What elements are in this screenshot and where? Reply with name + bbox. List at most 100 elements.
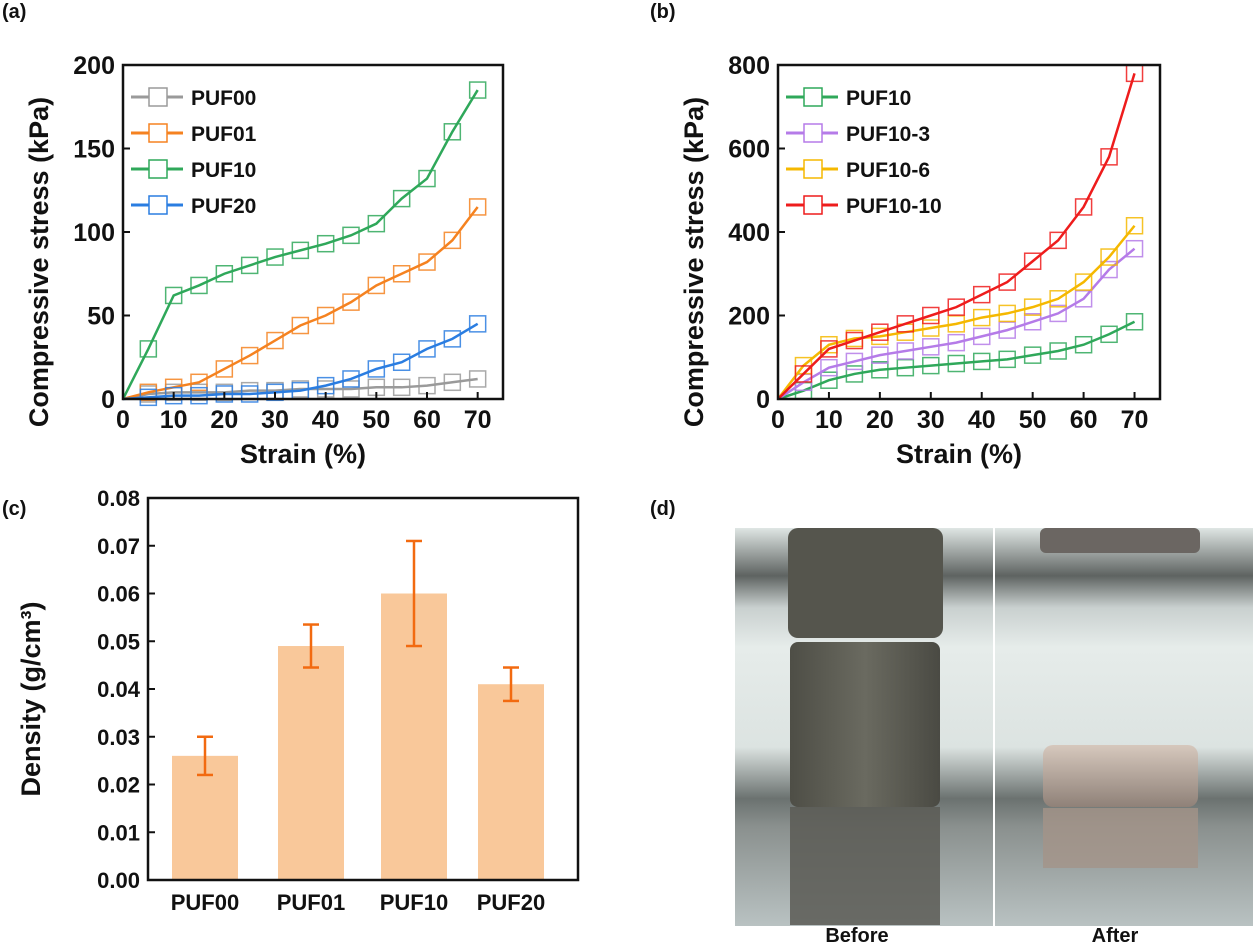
after-top-plate [1040,528,1200,553]
data-point [922,306,940,325]
x-tick-label: 20 [866,406,894,434]
data-point [291,316,310,335]
panel-label-d: (d) [650,498,676,520]
series-line-PUF10 [121,89,479,400]
data-point [392,353,411,372]
data-point [1023,346,1042,364]
data-point [342,293,360,311]
legend-marker [803,123,823,143]
series-line-PUF10-6 [777,224,1136,400]
data-point [1023,252,1042,270]
data-point [1100,325,1118,344]
data-point [896,315,915,333]
data-point [998,350,1016,369]
foam-reflection [790,807,940,925]
x-axis-label: Strain (%) [896,439,1022,469]
data-point [240,256,259,275]
data-point [215,360,234,378]
data-point [316,306,335,325]
data-point [240,346,259,365]
panel-label-c: (c) [2,498,26,520]
y-tick-label: 0.03 [97,725,140,750]
legend-label: PUF00 [191,87,256,110]
x-tick-label: PUF00 [171,890,239,915]
foam-after [1043,745,1198,807]
data-point [794,365,813,383]
x-tick-label: PUF20 [477,890,545,915]
data-point [164,386,183,405]
y-tick-label: 50 [87,303,115,331]
data-point [316,234,335,253]
data-point [871,361,889,379]
data-point [947,298,966,316]
bar-PUF20 [478,684,544,880]
data-point [1074,273,1093,291]
x-tick-label: 40 [968,406,996,434]
x-tick-label: 20 [210,406,238,434]
data-point [418,169,436,188]
photo-panel: Before After [735,528,1253,946]
data-point [443,330,462,348]
data-point [1049,304,1067,323]
foam-before [790,642,940,807]
data-point [820,358,838,377]
data-point [367,360,386,378]
data-point [1100,260,1118,279]
data-point [468,81,487,99]
data-point [468,370,487,388]
data-point [342,226,360,245]
y-tick-label: 0.07 [97,534,140,559]
y-tick-label: 0.05 [97,629,140,654]
y-tick-label: 600 [728,136,770,164]
y-tick-label: 100 [73,219,115,247]
data-point [443,373,462,392]
y-tick-label: 0 [756,386,770,414]
data-point [266,248,284,266]
data-point [1049,231,1067,250]
data-point [291,241,310,260]
x-tick-label: 0 [771,406,785,434]
x-tick-label: PUF01 [277,890,345,915]
y-tick-label: 800 [728,52,770,80]
panel-label-a: (a) [2,1,26,23]
legend-label: PUF10-10 [846,195,942,218]
legend-label: PUF01 [191,123,257,146]
data-point [972,327,991,346]
after-label: After [1092,925,1139,946]
data-point [1023,298,1042,316]
data-point [947,333,966,352]
x-tick-label: 10 [815,406,843,434]
legend-marker [803,159,823,179]
y-axis-label: Compressive stress (kPa) [679,97,709,427]
x-tick-label: 40 [312,406,340,434]
legend-label: PUF10 [846,87,911,110]
x-tick-label: 70 [1121,406,1149,434]
data-point [392,378,411,397]
data-point [972,308,991,327]
x-tick-label: PUF10 [380,890,448,915]
data-point [998,273,1016,291]
legend-marker [148,159,168,179]
legend-marker [148,87,168,107]
data-point [392,265,411,283]
data-point [845,331,864,350]
data-point [1125,313,1144,331]
x-tick-label: 30 [917,406,945,434]
data-point [845,352,864,371]
x-tick-label: 60 [1070,406,1098,434]
data-point [240,385,259,403]
legend-label: PUF10-3 [846,123,930,146]
data-point [190,276,208,295]
y-tick-label: 200 [728,303,770,331]
x-tick-label: 50 [362,406,390,434]
data-point [1049,290,1067,308]
panel-label-b: (b) [650,1,676,23]
axes-frame [776,63,1162,401]
data-point [972,285,991,304]
chart-a: PUF00 PUF01 PUF10 PUF20 0 10 20 30 40 50 60 70 0 50 10… [24,52,505,469]
data-point [215,265,234,283]
data-point [1074,198,1093,216]
x-tick-label: 60 [413,406,441,434]
